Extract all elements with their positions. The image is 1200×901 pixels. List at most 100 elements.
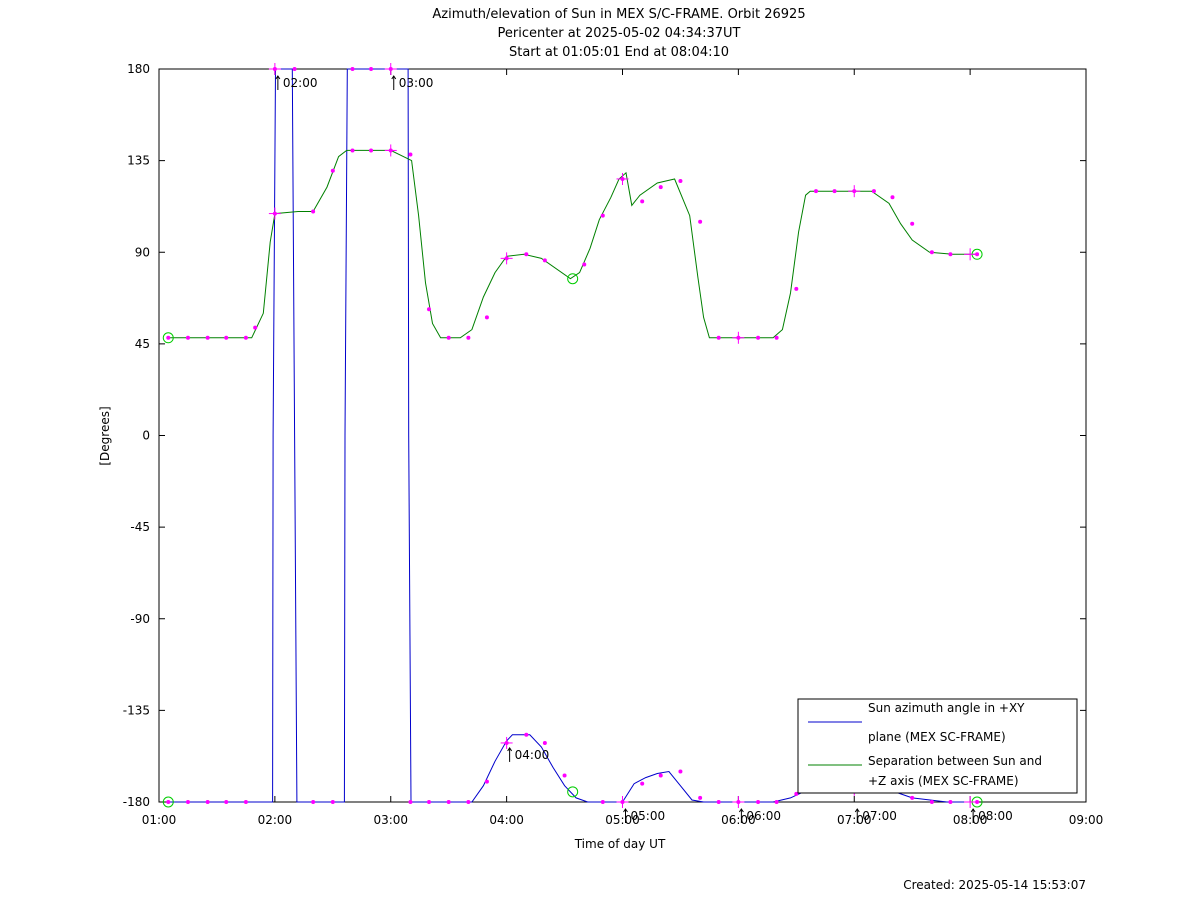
cross-marker bbox=[616, 796, 629, 808]
y-tick-labels: 180 135 90 45 0 -45 -90 -135 -180 bbox=[123, 62, 150, 809]
series-line-separation bbox=[168, 149, 978, 339]
point-marker bbox=[658, 185, 663, 190]
time-annotation-label: 02:00 bbox=[283, 76, 318, 90]
y-tick-label: -90 bbox=[130, 612, 150, 626]
series-line-azimuth bbox=[168, 68, 978, 803]
point-marker bbox=[716, 335, 721, 340]
circle-marker bbox=[567, 786, 579, 798]
y-tick-label: 90 bbox=[135, 245, 150, 259]
y-tick-label: 135 bbox=[127, 154, 150, 168]
time-annotation: 03:00 bbox=[391, 75, 434, 90]
point-marker bbox=[582, 262, 587, 267]
chart-title-line-1: Azimuth/elevation of Sun in MEX S/C-FRAM… bbox=[432, 7, 805, 22]
cross-marker bbox=[732, 796, 745, 808]
point-marker bbox=[562, 773, 567, 778]
time-annotation-label: 03:00 bbox=[399, 76, 434, 90]
point-marker bbox=[185, 335, 190, 340]
point-marker bbox=[975, 800, 980, 804]
time-annotation-label: 05:00 bbox=[631, 809, 666, 823]
point-marker bbox=[292, 67, 297, 71]
point-marker bbox=[871, 189, 876, 194]
time-annotation: 05:00 bbox=[623, 808, 666, 823]
point-marker bbox=[166, 335, 171, 340]
point-marker bbox=[524, 732, 529, 737]
circle-marker bbox=[567, 273, 579, 285]
y-tick-label: 0 bbox=[142, 429, 150, 443]
created-timestamp: Created: 2025-05-14 15:53:07 bbox=[903, 878, 1086, 892]
annotation-layer: 02:00 03:00 04:00 05:00 06:00 07:00 08:00 bbox=[275, 75, 1013, 823]
marker-layer bbox=[162, 63, 983, 808]
time-annotation-arrowhead bbox=[275, 75, 281, 80]
point-marker bbox=[640, 199, 645, 204]
point-marker bbox=[205, 335, 210, 340]
time-annotation-arrowhead bbox=[507, 747, 513, 752]
point-marker bbox=[166, 800, 171, 804]
point-marker bbox=[948, 252, 953, 257]
cross-marker bbox=[500, 736, 513, 749]
point-marker bbox=[446, 335, 451, 340]
point-marker bbox=[756, 800, 761, 804]
legend-label-separation-line-2: +Z axis (MEX SC-FRAME) bbox=[868, 774, 1019, 788]
point-marker bbox=[975, 252, 980, 257]
point-marker bbox=[698, 219, 703, 224]
point-marker bbox=[678, 178, 683, 183]
x-tick-label: 01:00 bbox=[142, 813, 177, 827]
chart-title-line-3: Start at 01:05:01 End at 08:04:10 bbox=[509, 45, 729, 60]
point-marker bbox=[756, 335, 761, 340]
point-marker bbox=[678, 769, 683, 774]
point-marker bbox=[243, 335, 248, 340]
x-tick-labels: 01:00 02:00 03:00 04:00 05:00 06:00 07:00 08:00… bbox=[142, 813, 1104, 827]
point-marker bbox=[369, 67, 374, 71]
point-marker bbox=[542, 740, 547, 745]
legend-label-azimuth-line-1: Sun azimuth angle in +XY bbox=[868, 701, 1025, 715]
point-marker bbox=[600, 800, 605, 804]
x-axis-label: Time of day UT bbox=[574, 837, 666, 851]
point-marker bbox=[330, 800, 335, 804]
legend: Sun azimuth angle in +XY plane (MEX SC-F… bbox=[797, 698, 1078, 794]
time-annotation-arrowhead bbox=[738, 808, 744, 813]
point-marker bbox=[600, 213, 605, 218]
cross-marker bbox=[384, 63, 397, 75]
chart-title-line-2: Pericenter at 2025-05-02 04:34:37UT bbox=[497, 26, 740, 41]
time-annotation: 02:00 bbox=[275, 75, 318, 90]
point-marker bbox=[640, 781, 645, 786]
point-marker bbox=[224, 800, 229, 804]
x-tick-label: 06:00 bbox=[721, 813, 756, 827]
point-marker bbox=[311, 209, 316, 214]
point-marker bbox=[929, 250, 934, 255]
y-tick-label: -135 bbox=[123, 703, 150, 717]
cross-marker bbox=[500, 252, 513, 265]
time-annotation-label: 07:00 bbox=[862, 809, 897, 823]
cross-marker bbox=[384, 144, 397, 157]
time-annotation-label: 06:00 bbox=[746, 809, 781, 823]
y-tick-label: -180 bbox=[123, 795, 150, 809]
point-marker bbox=[446, 800, 451, 804]
time-annotation-arrowhead bbox=[623, 808, 628, 813]
time-annotation-label: 08:00 bbox=[978, 809, 1013, 823]
point-marker bbox=[929, 800, 934, 804]
time-annotation: 06:00 bbox=[738, 808, 781, 823]
point-marker bbox=[794, 791, 799, 796]
cross-marker bbox=[268, 63, 281, 75]
x-tick-label: 05:00 bbox=[605, 813, 640, 827]
point-marker bbox=[408, 152, 413, 157]
point-marker bbox=[350, 148, 355, 153]
point-marker bbox=[524, 252, 529, 257]
cross-marker bbox=[268, 207, 281, 220]
legend-box bbox=[797, 698, 1078, 794]
point-marker bbox=[774, 335, 779, 340]
x-tick-label: 04:00 bbox=[489, 813, 524, 827]
point-marker bbox=[330, 168, 335, 173]
cross-marker bbox=[964, 248, 977, 261]
time-annotation-arrowhead bbox=[970, 808, 976, 813]
circle-marker bbox=[162, 332, 174, 344]
point-marker bbox=[369, 148, 374, 153]
time-annotation: 08:00 bbox=[970, 808, 1013, 823]
time-annotation-label: 04:00 bbox=[515, 748, 550, 762]
point-marker bbox=[408, 800, 413, 804]
circle-marker bbox=[162, 796, 174, 808]
point-marker bbox=[890, 195, 895, 200]
point-marker bbox=[832, 189, 837, 194]
point-marker bbox=[774, 800, 779, 804]
point-marker bbox=[814, 189, 819, 194]
